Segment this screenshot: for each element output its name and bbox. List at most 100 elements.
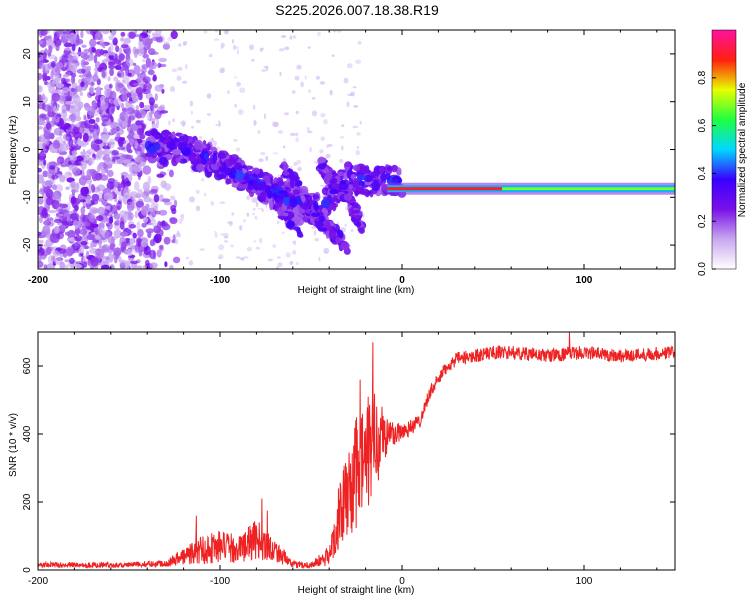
noise-blob [309,146,312,153]
echo-blob [242,176,250,181]
noise-blob [43,75,48,82]
noise-blob [80,54,90,59]
noise-blob [113,76,119,82]
echo-blob [283,192,290,198]
noise-blob [135,120,142,126]
noise-blob [214,38,219,41]
noise-blob [46,117,50,124]
noise-blob [223,232,229,239]
noise-blob [80,206,86,215]
noise-blob [220,42,225,48]
noise-blob [140,143,145,154]
echo-blob [235,170,245,181]
noise-blob [224,240,228,243]
noise-blob [79,235,89,243]
echo-blob [296,228,301,234]
noise-blob [143,196,152,203]
noise-blob [355,59,362,64]
colorbar-tick-label: 0.0 [697,262,708,276]
echo-blob [392,179,399,184]
noise-blob [52,139,60,149]
noise-blob [174,239,179,245]
noise-blob [233,138,238,142]
noise-blob [253,120,257,126]
y-tick-label: 400 [22,425,33,442]
noise-blob [98,238,102,248]
noise-blob [336,30,342,33]
noise-blob [261,69,267,73]
noise-blob [66,124,71,130]
noise-blob [82,132,89,143]
noise-blob [70,189,79,193]
echo-blob [358,180,366,186]
noise-blob [167,36,174,42]
y-tick-label: 20 [22,48,33,60]
noise-blob [41,207,48,217]
noise-blob [272,244,277,249]
noise-blob [236,81,241,87]
noise-blob [160,180,167,188]
noise-blob [243,256,249,259]
echo-blob [350,209,361,214]
colorbar-tick-label: 0.6 [697,118,708,132]
noise-blob [140,73,147,78]
colorbar-label: Normalized spectral amplitude [737,82,748,217]
noise-blob [117,127,124,131]
noise-blob [95,117,100,123]
noise-blob [150,202,159,210]
noise-blob [78,246,84,255]
noise-blob [72,220,81,227]
noise-blob [293,161,298,167]
noise-blob [117,146,126,151]
echo-blob [391,164,398,173]
echo-blob [257,181,266,191]
noise-blob [103,141,107,146]
noise-blob [163,201,172,206]
noise-blob [52,250,60,257]
echo-blob [336,171,345,177]
echo-blob [283,195,290,206]
noise-blob [158,209,168,216]
noise-blob [61,77,67,85]
spectrogram-blobs [38,30,675,269]
noise-blob [90,81,95,86]
noise-blob [127,207,133,212]
echo-blob [175,157,181,163]
noise-blob [215,123,220,127]
noise-blob [123,37,131,44]
noise-blob [220,232,225,236]
noise-blob [91,143,98,150]
noise-blob [74,224,79,230]
noise-blob [320,136,326,141]
noise-blob [142,217,149,223]
noise-blob [65,186,70,190]
noise-blob [113,247,122,257]
noise-blob [152,74,157,82]
noise-blob [51,61,56,68]
noise-blob [106,181,115,190]
noise-blob [304,75,307,80]
noise-blob [64,78,70,83]
noise-blob [325,153,331,159]
noise-blob [341,145,344,151]
noise-blob [142,53,149,59]
noise-blob [60,244,67,250]
noise-blob [43,264,48,269]
noise-blob [164,261,168,268]
noise-blob [103,192,113,201]
noise-blob [279,71,282,76]
noise-blob [42,170,49,178]
noise-blob [258,158,264,162]
noise-blob [38,56,45,66]
noise-blob [119,88,129,96]
noise-blob [42,231,47,236]
y-tick-label: 0 [22,146,33,152]
noise-blob [313,229,317,236]
noise-blob [139,134,146,140]
noise-blob [263,113,266,120]
noise-blob [107,51,116,56]
noise-blob [343,77,349,84]
noise-blob [295,132,299,137]
noise-blob [56,82,65,89]
noise-blob [66,248,73,257]
